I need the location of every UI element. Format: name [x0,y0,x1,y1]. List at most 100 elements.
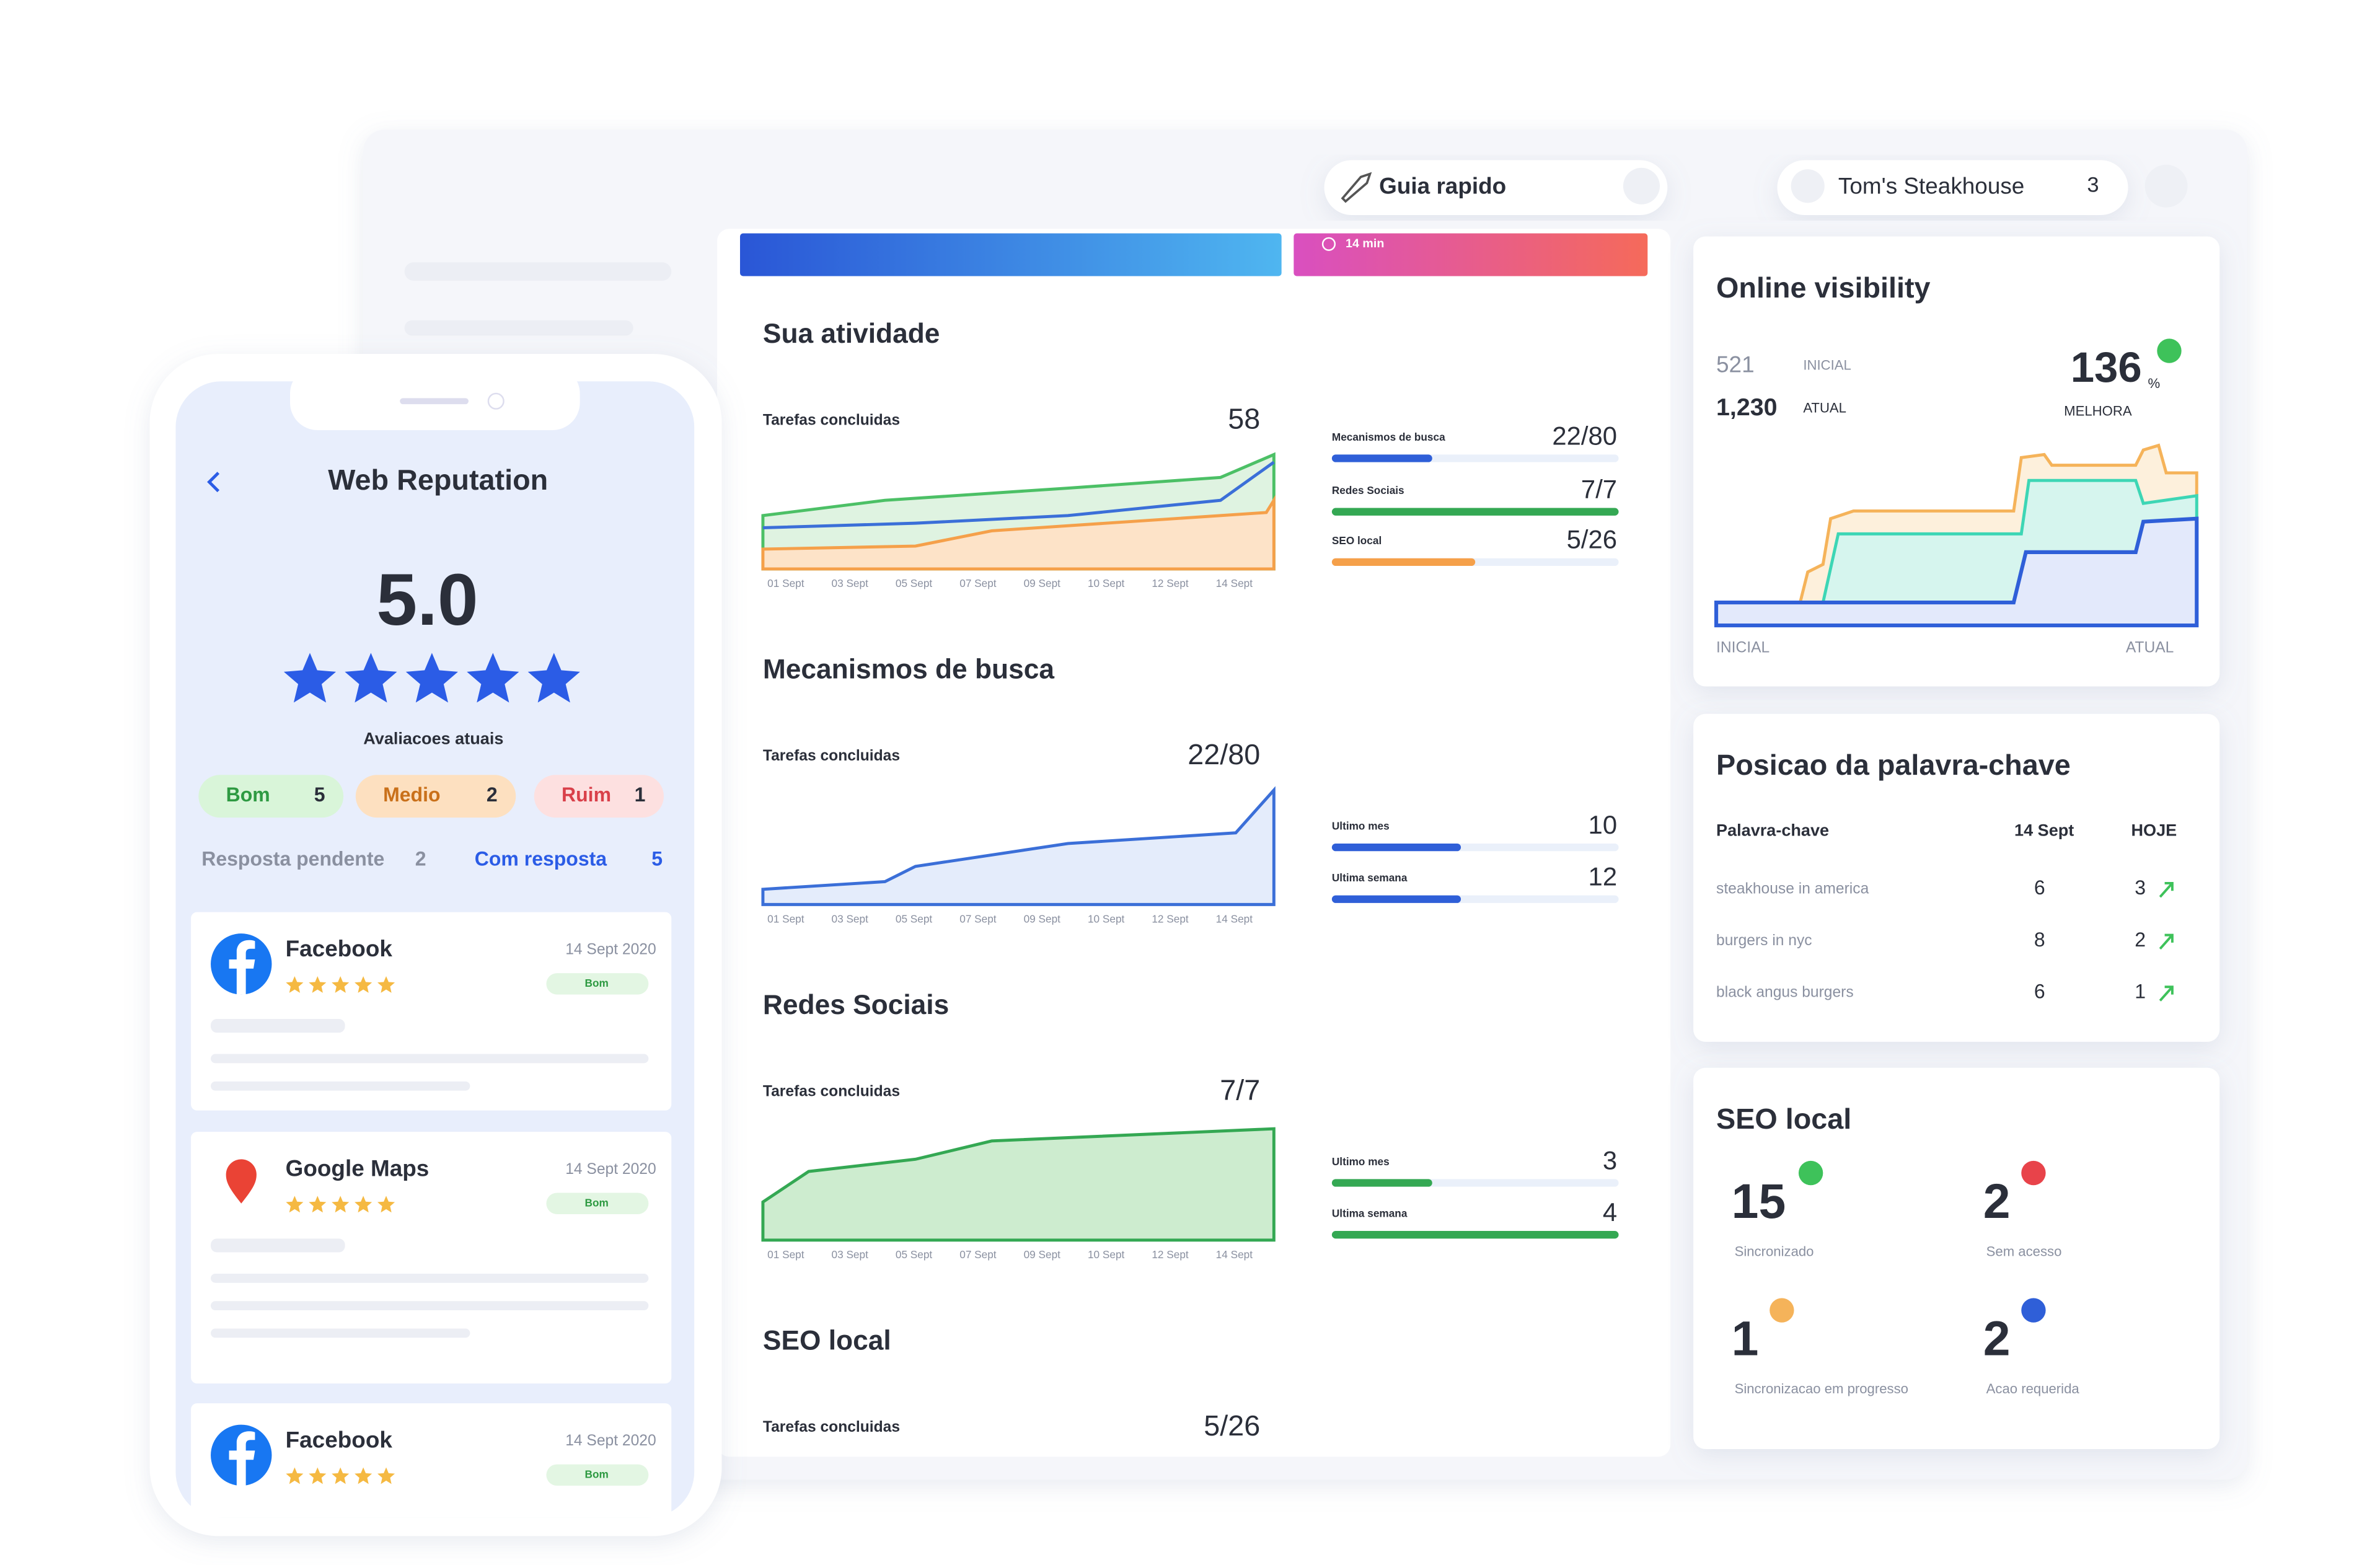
star [355,1467,372,1484]
chart-area [1714,516,2199,628]
pending-label: Resposta pendente [201,847,384,870]
bar-label: Redes Sociais [1332,484,1404,496]
tag-pill[interactable] [534,775,664,818]
sidebar-item [404,262,672,281]
star [332,1196,350,1213]
bar-label: Mecanismos de busca [1332,431,1445,443]
initial-value: 521 [1716,351,1755,377]
bar-value: 5/26 [1567,525,1617,554]
star [332,1467,350,1484]
placeholder [211,1081,470,1091]
review-tag [546,1464,649,1486]
info-icon [1623,167,1660,205]
trend-arrow [2159,933,2174,950]
star [309,976,327,993]
star [527,653,580,703]
seo-label: Acao requerida [1986,1381,2080,1396]
status-icon [1798,1160,1823,1186]
rank-before: 6 [2034,981,2045,1003]
seo-card [1693,1067,2220,1449]
date-label: 05 Sept [896,913,933,925]
initial-label: INICIAL [1803,357,1851,373]
current-label: ATUAL [1803,400,1846,415]
tag-pill[interactable] [198,775,344,818]
status-icon [2021,1160,2046,1186]
date-label: 12 Sept [1152,1248,1189,1261]
tag-pill[interactable] [355,775,516,818]
review-tag-label: Bom [585,977,609,989]
back-button[interactable] [207,472,220,493]
rank-today: 3 [2135,876,2146,899]
tag-label: Ruim [562,783,611,806]
axis-label: INICIAL [1716,639,1770,656]
seo-label: Sem acesso [1986,1243,2062,1259]
placeholder [211,1328,470,1338]
bar-fill [1331,454,1432,462]
bar-fill [1331,1231,1619,1239]
star [283,653,337,703]
date-label: 10 Sept [1088,913,1125,925]
star [286,1467,304,1484]
tag-count: 5 [314,783,325,806]
star [286,1196,304,1213]
maps-icon [226,1159,257,1204]
sidebar-item [404,320,633,336]
improvement-value: 136 [2071,343,2142,391]
seo-label: Sincronizacao em progresso [1735,1381,1908,1396]
bar-value: 3 [1603,1145,1617,1175]
bar-value: 7/7 [1581,474,1617,503]
facebook-f [229,940,255,995]
date-label: 14 Sept [1216,1248,1253,1261]
star [309,1467,327,1484]
answered-count: 5 [651,847,663,870]
date-label: 05 Sept [896,577,933,589]
date-label: 14 Sept [1216,913,1253,925]
clock-icon [1321,237,1336,251]
date-label: 05 Sept [896,1248,933,1261]
bar-label: Ultima semana [1332,871,1408,884]
bar-fill [1331,895,1461,903]
date-label: 12 Sept [1152,913,1189,925]
date-label: 09 Sept [1024,1248,1061,1261]
tag-label: Medio [383,783,440,806]
bar-label: Ultima semana [1332,1207,1408,1220]
improvement-label: MELHORA [2064,403,2132,418]
star [286,976,304,993]
date-label: 03 Sept [832,1248,869,1261]
activity-chart [761,1127,1276,1242]
placeholder [211,1054,649,1064]
date-label: 09 Sept [1024,577,1061,589]
star [377,1467,395,1484]
date-label: 01 Sept [767,577,804,589]
placeholder [211,1301,649,1311]
bar-value: 22/80 [1552,421,1617,450]
bar-label: Ultimo mes [1332,819,1390,832]
bar-value: 12 [1589,862,1618,891]
review-tag-label: Bom [585,1196,609,1209]
placeholder [211,1018,345,1033]
banner-blue [740,233,1282,276]
date-label: 10 Sept [1088,1248,1125,1261]
rank-today: 1 [2135,981,2146,1003]
review-card[interactable] [191,1403,672,1518]
bar-fill [1331,558,1476,566]
star [345,653,397,703]
avatar[interactable] [2144,164,2188,208]
date-label: 12 Sept [1152,577,1189,589]
activity-chart [761,786,1276,906]
business-selector[interactable] [1777,160,2128,216]
keyword: burgers in nyc [1716,932,1812,949]
star [332,976,350,993]
bar-fill [1331,508,1619,516]
section-total: 22/80 [1188,738,1260,770]
star [405,653,458,703]
bar-fill [1331,1179,1432,1187]
review-date: 14 Sept 2020 [565,1432,656,1449]
keyword: steakhouse in america [1716,880,1869,897]
seo-value: 15 [1732,1174,1786,1228]
speaker [400,398,469,405]
trend-arrow [2159,881,2174,898]
section-label: Tarefas concluidas [763,1419,900,1435]
date-label: 09 Sept [1024,913,1061,925]
quick-guide-button[interactable] [1324,160,1668,216]
